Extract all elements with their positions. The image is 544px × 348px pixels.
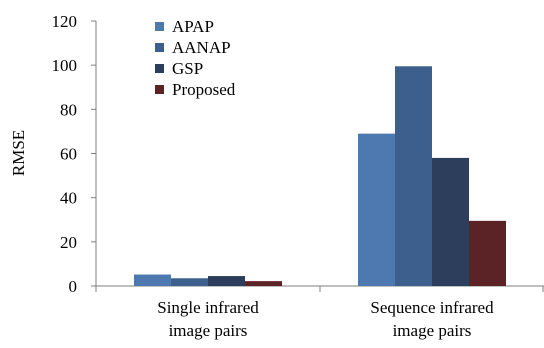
y-axis-title: RMSE xyxy=(9,130,28,176)
y-tick-label: 40 xyxy=(60,189,77,208)
y-tick-label: 0 xyxy=(69,277,78,296)
y-tick-label: 20 xyxy=(60,233,77,252)
x-category-label: image pairs xyxy=(393,321,472,340)
legend-label: APAP xyxy=(172,17,214,36)
bar-proposed-1 xyxy=(245,281,282,286)
bar-gsp-1 xyxy=(208,276,245,286)
bar-aanap-2 xyxy=(395,66,432,286)
legend-label: AANAP xyxy=(172,38,231,57)
legend-swatch-aanap xyxy=(155,43,164,52)
bar-gsp-2 xyxy=(432,157,469,286)
legend-label: Proposed xyxy=(172,80,236,99)
bar-apap-2 xyxy=(358,133,395,286)
legend-label: GSP xyxy=(172,59,203,78)
y-tick-label: 80 xyxy=(60,100,77,119)
y-tick-label: 100 xyxy=(52,56,78,75)
legend: APAP AANAP GSP Proposed xyxy=(155,17,236,99)
legend-swatch-proposed xyxy=(155,85,164,94)
bar-aanap-1 xyxy=(171,278,208,286)
x-category-label: Single infrared xyxy=(157,298,259,317)
bars xyxy=(134,66,506,286)
bar-proposed-2 xyxy=(469,220,506,286)
x-category-label: Sequence infrared xyxy=(370,298,494,317)
y-tick-label: 120 xyxy=(52,12,78,31)
x-category-label: image pairs xyxy=(169,321,248,340)
legend-swatch-gsp xyxy=(155,64,164,73)
y-axis: 0 20 40 60 80 100 120 xyxy=(52,12,97,296)
x-axis: Single infrared image pairs Sequence infra… xyxy=(95,285,544,340)
y-tick-label: 60 xyxy=(60,145,77,164)
bar-apap-1 xyxy=(134,274,171,286)
legend-swatch-apap xyxy=(155,22,164,31)
